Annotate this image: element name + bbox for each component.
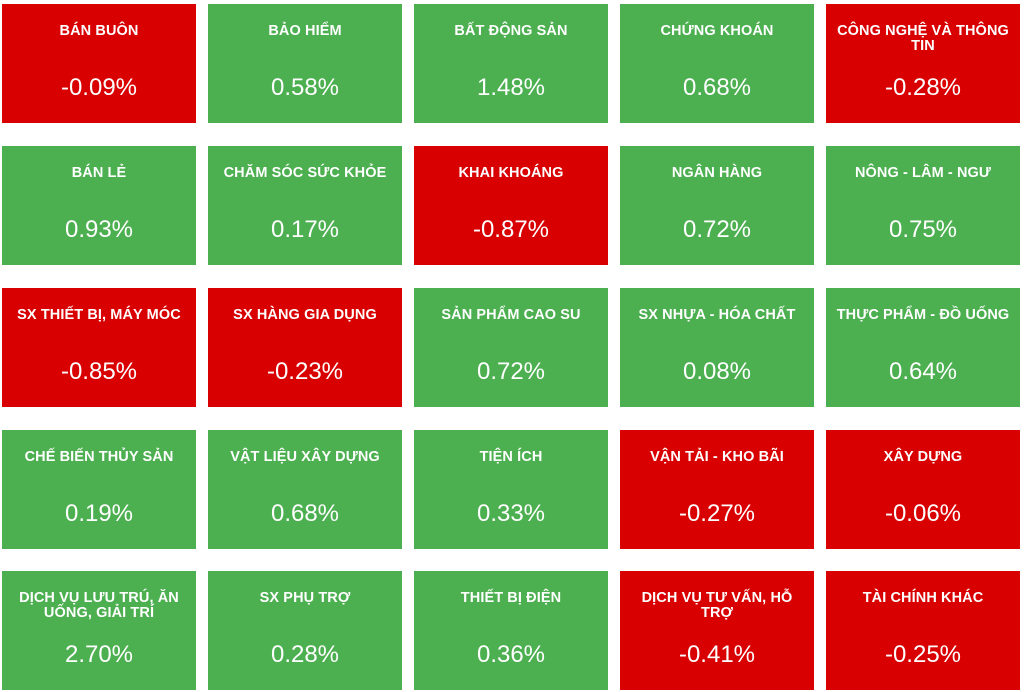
sector-tile-dich-vu-luu-tru-an-uong-giai-tri[interactable]: DỊCH VỤ LƯU TRÚ, ĂN UỐNG, GIẢI TRÍ 2.70% [2, 571, 196, 690]
sector-change: 0.33% [476, 500, 546, 527]
sector-name: VẬN TẢI - KHO BÃI [650, 449, 784, 465]
sector-tile-ngan-hang[interactable]: NGÂN HÀNG 0.72% [620, 146, 814, 265]
sector-tile-san-pham-cao-su[interactable]: SẢN PHẨM CAO SU 0.72% [414, 288, 608, 407]
sector-name: TÀI CHÍNH KHÁC [862, 590, 984, 606]
sector-tile-khai-khoang[interactable]: KHAI KHOÁNG -0.87% [414, 146, 608, 265]
sector-change: 0.64% [888, 358, 958, 385]
sector-name: SX THIẾT BỊ, MÁY MÓC [17, 307, 181, 323]
sector-name: VẬT LIỆU XÂY DỰNG [230, 449, 380, 465]
sector-tile-tai-chinh-khac[interactable]: TÀI CHÍNH KHÁC -0.25% [826, 571, 1020, 690]
sector-change: 1.48% [476, 74, 546, 101]
sector-tile-cong-nghe-thong-tin[interactable]: CÔNG NGHỆ VÀ THÔNG TIN -0.28% [826, 4, 1020, 123]
sector-name: NGÂN HÀNG [671, 165, 763, 181]
sector-tile-thiet-bi-dien[interactable]: THIẾT BỊ ĐIỆN 0.36% [414, 571, 608, 690]
sector-tile-vat-lieu-xay-dung[interactable]: VẬT LIỆU XÂY DỰNG 0.68% [208, 430, 402, 549]
sector-change: 0.68% [682, 74, 752, 101]
sector-tile-che-bien-thuy-san[interactable]: CHẾ BIẾN THỦY SẢN 0.19% [2, 430, 196, 549]
sector-change: -0.85% [60, 358, 138, 385]
sector-name: DỊCH VỤ TƯ VẤN, HỖ TRỢ [641, 590, 793, 621]
sector-change: -0.87% [472, 216, 550, 243]
sector-change: -0.06% [884, 500, 962, 527]
sector-name: BẤT ĐỘNG SẢN [454, 23, 568, 39]
sector-name: SX PHỤ TRỢ [259, 590, 351, 606]
sector-change: 0.19% [64, 500, 134, 527]
sector-tile-sx-hang-gia-dung[interactable]: SX HÀNG GIA DỤNG -0.23% [208, 288, 402, 407]
sector-name: SX NHỰA - HÓA CHẤT [638, 307, 796, 323]
sector-change: -0.09% [60, 74, 138, 101]
sector-change: 0.68% [270, 500, 340, 527]
sector-tile-tien-ich[interactable]: TIỆN ÍCH 0.33% [414, 430, 608, 549]
sector-name: BẢO HIỂM [268, 23, 342, 39]
sector-tile-sx-nhua-hoa-chat[interactable]: SX NHỰA - HÓA CHẤT 0.08% [620, 288, 814, 407]
sector-change: 0.08% [682, 358, 752, 385]
sector-change: 0.36% [476, 641, 546, 668]
sector-change: 0.93% [64, 216, 134, 243]
sector-change: -0.23% [266, 358, 344, 385]
sector-tile-ban-buon[interactable]: BÁN BUÔN -0.09% [2, 4, 196, 123]
sector-tile-nong-lam-ngu[interactable]: NÔNG - LÂM - NGƯ 0.75% [826, 146, 1020, 265]
sector-tile-ban-le[interactable]: BÁN LẺ 0.93% [2, 146, 196, 265]
sector-change: 0.72% [682, 216, 752, 243]
sector-name: CHẾ BIẾN THỦY SẢN [24, 449, 174, 465]
sector-change: 0.72% [476, 358, 546, 385]
sector-tile-van-tai-kho-bai[interactable]: VẬN TẢI - KHO BÃI -0.27% [620, 430, 814, 549]
sector-tile-bat-dong-san[interactable]: BẤT ĐỘNG SẢN 1.48% [414, 4, 608, 123]
sector-change: -0.41% [678, 641, 756, 668]
sector-name: BÁN BUÔN [59, 23, 139, 39]
sector-tile-sx-thiet-bi-may-moc[interactable]: SX THIẾT BỊ, MÁY MÓC -0.85% [2, 288, 196, 407]
sector-tile-sx-phu-tro[interactable]: SX PHỤ TRỢ 0.28% [208, 571, 402, 690]
sector-tile-cham-soc-suc-khoe[interactable]: CHĂM SÓC SỨC KHỎE 0.17% [208, 146, 402, 265]
sector-change: -0.27% [678, 500, 756, 527]
sector-name: TIỆN ÍCH [479, 449, 543, 465]
sector-tile-thuc-pham-do-uong[interactable]: THỰC PHẨM - ĐỒ UỐNG 0.64% [826, 288, 1020, 407]
sector-name: THIẾT BỊ ĐIỆN [460, 590, 562, 606]
sector-name: CHĂM SÓC SỨC KHỎE [223, 165, 387, 181]
sector-tile-chung-khoan[interactable]: CHỨNG KHOÁN 0.68% [620, 4, 814, 123]
sector-change: 0.28% [270, 641, 340, 668]
sector-name: NÔNG - LÂM - NGƯ [854, 165, 992, 181]
sector-name: CÔNG NGHỆ VÀ THÔNG TIN [837, 23, 1009, 54]
sector-change: 0.17% [270, 216, 340, 243]
sector-change: 2.70% [64, 641, 134, 668]
sector-change: 0.75% [888, 216, 958, 243]
sector-name: DỊCH VỤ LƯU TRÚ, ĂN UỐNG, GIẢI TRÍ [19, 590, 179, 621]
sector-change: -0.28% [884, 74, 962, 101]
sector-name: BÁN LẺ [71, 165, 127, 181]
sector-name: KHAI KHOÁNG [458, 165, 564, 181]
sector-change: -0.25% [884, 641, 962, 668]
sector-tile-xay-dung[interactable]: XÂY DỰNG -0.06% [826, 430, 1020, 549]
sector-name: THỰC PHẨM - ĐỒ UỐNG [836, 307, 1010, 323]
sector-name: SẢN PHẨM CAO SU [441, 307, 581, 323]
sector-name: CHỨNG KHOÁN [660, 23, 774, 39]
sector-tile-dich-vu-tu-van-ho-tro[interactable]: DỊCH VỤ TƯ VẤN, HỖ TRỢ -0.41% [620, 571, 814, 690]
sector-name: XÂY DỰNG [883, 449, 963, 465]
sector-change: 0.58% [270, 74, 340, 101]
sector-tile-bao-hiem[interactable]: BẢO HIỂM 0.58% [208, 4, 402, 123]
sector-name: SX HÀNG GIA DỤNG [233, 307, 377, 323]
